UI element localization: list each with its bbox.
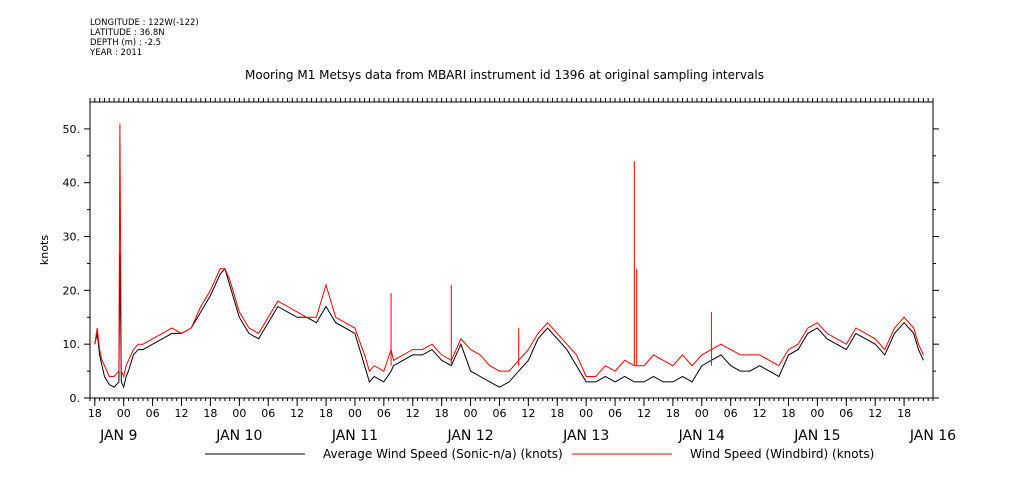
x-tick-label: 00 <box>810 407 824 420</box>
plot-frame <box>89 101 934 399</box>
x-tick-label: 06 <box>377 407 391 420</box>
longitude-text: LONGITUDE : 122W(-122) <box>90 18 199 28</box>
x-tick-label: 06 <box>492 407 506 420</box>
year-text: YEAR : 2011 <box>90 48 143 58</box>
x-tick-label: 00 <box>348 407 362 420</box>
y-tick-label: 0. <box>70 392 81 405</box>
x-date-label: JAN 11 <box>331 428 378 444</box>
x-date-label: JAN 14 <box>678 428 725 444</box>
x-tick-label: 06 <box>608 407 622 420</box>
x-tick-label: 12 <box>753 407 767 420</box>
y-tick-label: 50. <box>63 123 81 136</box>
x-tick-label: 18 <box>88 407 102 420</box>
x-date-label: JAN 16 <box>909 428 956 444</box>
y-tick-label: 30. <box>63 231 81 244</box>
x-tick-label: 18 <box>897 407 911 420</box>
x-date-label: JAN 10 <box>215 428 262 444</box>
x-tick-label: 06 <box>261 407 275 420</box>
x-date-label: JAN 12 <box>446 428 493 444</box>
x-tick-label: 00 <box>579 407 593 420</box>
x-tick-label: 12 <box>290 407 304 420</box>
x-tick-label: 00 <box>695 407 709 420</box>
legend-label-windbird: Wind Speed (Windbird) (knots) <box>690 447 874 461</box>
series-line-windbird <box>94 123 924 379</box>
chart-title: Mooring M1 Metsys data from MBARI instru… <box>245 68 764 82</box>
metadata-block: LONGITUDE : 122W(-122) LATITUDE : 36.8N … <box>90 18 199 58</box>
y-tick-label: 20. <box>63 284 81 297</box>
y-tick-label: 10. <box>63 338 81 351</box>
y-tick-label: 40. <box>63 177 81 190</box>
x-tick-label: 06 <box>146 407 160 420</box>
x-tick-label: 18 <box>319 407 333 420</box>
x-tick-label: 00 <box>117 407 131 420</box>
x-tick-label: 12 <box>175 407 189 420</box>
x-tick-label: 06 <box>839 407 853 420</box>
x-tick-label: 12 <box>868 407 882 420</box>
y-axis-label: knots <box>38 235 51 265</box>
x-tick-label: 18 <box>550 407 564 420</box>
x-tick-label: 18 <box>203 407 217 420</box>
x-tick-label: 18 <box>781 407 795 420</box>
depth-text: DEPTH (m) : -2.5 <box>90 38 162 48</box>
x-date-label: JAN 15 <box>793 428 840 444</box>
legend: Average Wind Speed (Sonic-n/a) (knots) Wi… <box>205 447 874 461</box>
series-line-average-wind <box>94 252 924 389</box>
x-tick-label: 18 <box>666 407 680 420</box>
x-tick-label: 00 <box>232 407 246 420</box>
x-tick-label: 12 <box>521 407 535 420</box>
x-tick-label: 12 <box>406 407 420 420</box>
latitude-text: LATITUDE : 36.8N <box>90 28 165 38</box>
legend-label-average-wind: Average Wind Speed (Sonic-n/a) (knots) <box>323 447 563 461</box>
x-date-label: JAN 9 <box>99 428 137 444</box>
labels-group: 0. 10. 20. 30. 40. 50. 18 00 06 12 18 00 06 12 18 00 06 1… <box>63 123 957 444</box>
x-tick-label: 06 <box>724 407 738 420</box>
x-tick-label: 12 <box>637 407 651 420</box>
x-tick-label: 18 <box>435 407 449 420</box>
x-date-label: JAN 13 <box>562 428 609 444</box>
series-group <box>94 123 924 389</box>
x-tick-label: 00 <box>464 407 478 420</box>
axes-group <box>84 98 939 406</box>
